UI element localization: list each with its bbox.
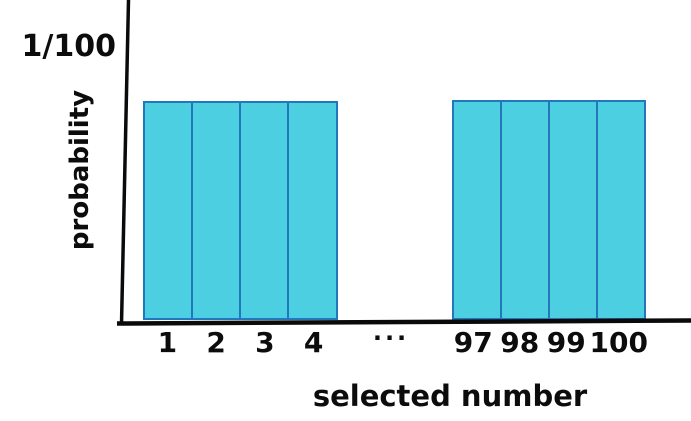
bar-3 (239, 101, 290, 320)
bar-2 (191, 101, 242, 320)
bars-group-2 (452, 100, 646, 320)
bar-100 (595, 100, 646, 320)
bar-4 (287, 101, 338, 320)
x-tick-99: 99 (546, 326, 586, 359)
x-tick-98: 98 (500, 326, 540, 359)
bars-group-1 (143, 101, 338, 320)
x-tick-2: 2 (206, 326, 226, 359)
y-axis-title: probability (65, 89, 95, 251)
y-axis (119, 0, 131, 325)
x-axis-ellipsis: ... (372, 318, 410, 346)
x-tick-3: 3 (255, 326, 275, 359)
bar-1 (143, 101, 194, 320)
bar-98 (499, 100, 551, 320)
x-tick-100: 100 (589, 326, 648, 359)
x-tick-1: 1 (157, 326, 178, 359)
ticks-group-2: 97 98 99 100 (450, 329, 648, 357)
y-tick-label: 1/100 (21, 29, 116, 64)
x-tick-4: 4 (303, 326, 324, 359)
bar-99 (547, 100, 599, 320)
bar-97 (452, 100, 503, 320)
x-tick-97: 97 (453, 326, 493, 359)
x-axis-title: selected number (312, 379, 588, 413)
